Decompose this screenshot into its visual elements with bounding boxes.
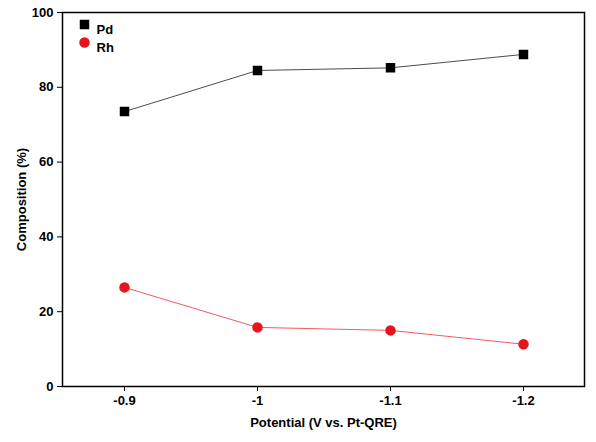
svg-text:-0.9: -0.9 bbox=[113, 393, 135, 408]
svg-text:-1.1: -1.1 bbox=[379, 393, 401, 408]
svg-text:Pd: Pd bbox=[97, 22, 114, 37]
svg-text:-1: -1 bbox=[252, 393, 264, 408]
svg-text:0: 0 bbox=[46, 379, 53, 394]
svg-text:80: 80 bbox=[39, 79, 53, 94]
svg-text:Composition (%): Composition (%) bbox=[14, 148, 29, 251]
svg-text:-1.2: -1.2 bbox=[512, 393, 534, 408]
svg-text:Potential (V vs. Pt-QRE): Potential (V vs. Pt-QRE) bbox=[250, 415, 397, 430]
svg-text:100: 100 bbox=[32, 5, 54, 20]
svg-text:40: 40 bbox=[39, 229, 53, 244]
svg-text:20: 20 bbox=[39, 304, 53, 319]
svg-text:Rh: Rh bbox=[97, 40, 114, 55]
svg-text:60: 60 bbox=[39, 154, 53, 169]
